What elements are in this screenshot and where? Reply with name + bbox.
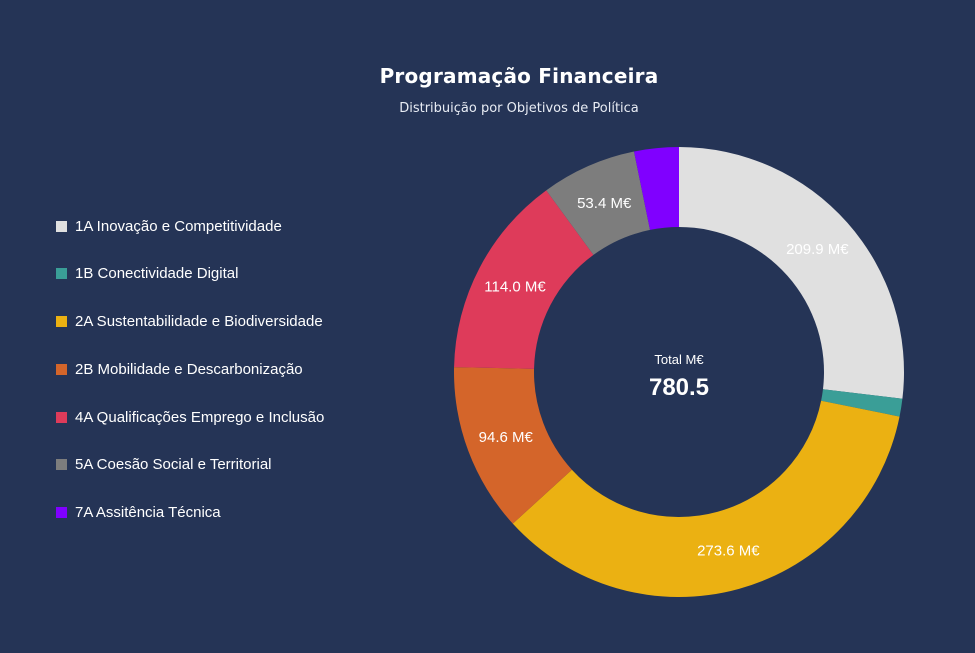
chart-subtitle: Distribuição por Objetivos de Política bbox=[399, 101, 639, 116]
legend-swatch bbox=[56, 459, 67, 471]
donut-slice[interactable] bbox=[454, 190, 594, 369]
legend-label: 1A Inovação e Competitividade bbox=[75, 217, 282, 235]
slice-value-label: 273.6 M€ bbox=[697, 542, 760, 559]
legend-swatch bbox=[56, 507, 67, 519]
legend-swatch bbox=[56, 363, 67, 375]
center-total-label: Total M€ bbox=[654, 352, 704, 367]
legend-swatch bbox=[56, 411, 67, 423]
slice-value-label: 114.0 M€ bbox=[484, 278, 546, 295]
legend-item[interactable]: 1A Inovação e Competitividade bbox=[56, 216, 324, 236]
legend-item[interactable]: 4A Qualificações Emprego e Inclusão bbox=[56, 407, 324, 427]
legend-label: 4A Qualificações Emprego e Inclusão bbox=[75, 408, 325, 426]
legend-item[interactable]: 7A Assitência Técnica bbox=[56, 503, 324, 523]
donut-slice[interactable] bbox=[512, 400, 900, 598]
legend-item[interactable]: 2B Mobilidade e Descarbonização bbox=[56, 359, 324, 379]
donut-slice[interactable] bbox=[821, 389, 903, 417]
legend-item[interactable]: 1B Conectividade Digital bbox=[56, 264, 324, 284]
slice-value-label: 53.4 M€ bbox=[577, 195, 632, 212]
legend-label: 1B Conectividade Digital bbox=[75, 265, 239, 283]
donut-slice[interactable] bbox=[679, 147, 904, 399]
donut-slice[interactable] bbox=[634, 147, 679, 230]
donut-slice[interactable] bbox=[454, 367, 572, 524]
legend-item[interactable]: 5A Coesão Social e Territorial bbox=[56, 455, 324, 475]
chart-legend: 1A Inovação e Competitividade 1B Conectiv… bbox=[56, 216, 324, 551]
slice-value-label: 94.6 M€ bbox=[479, 429, 534, 446]
legend-label: 5A Coesão Social e Territorial bbox=[75, 456, 272, 474]
slice-value-label: 209.9 M€ bbox=[786, 241, 849, 258]
donut-slice[interactable] bbox=[546, 151, 651, 255]
center-total-value: 780.5 bbox=[649, 374, 709, 401]
legend-item[interactable]: 2A Sustentabilidade e Biodiversidade bbox=[56, 312, 324, 332]
legend-swatch bbox=[56, 268, 67, 280]
legend-swatch bbox=[56, 316, 67, 328]
legend-swatch bbox=[56, 220, 67, 232]
chart-title: Programação Financeira bbox=[379, 64, 659, 88]
legend-label: 2B Mobilidade e Descarbonização bbox=[75, 360, 303, 378]
legend-label: 2A Sustentabilidade e Biodiversidade bbox=[75, 313, 323, 331]
legend-label: 7A Assitência Técnica bbox=[75, 504, 221, 522]
